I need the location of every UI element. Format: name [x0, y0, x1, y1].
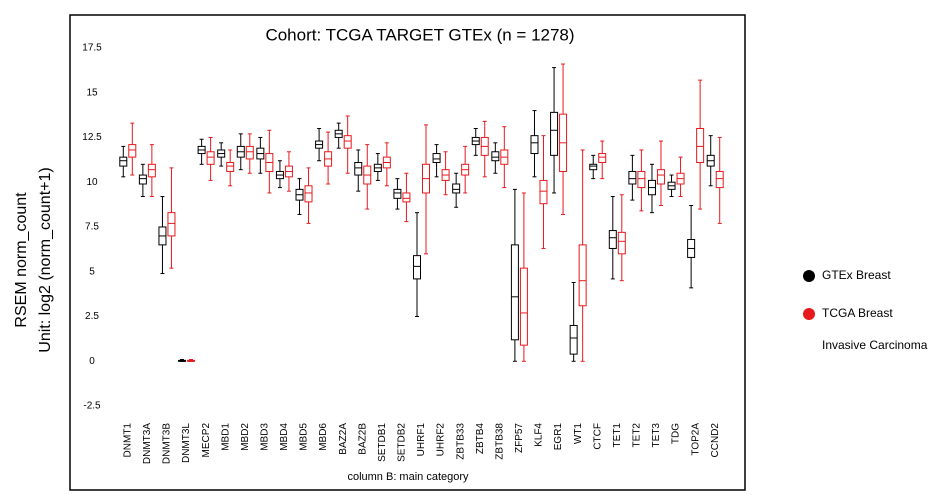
y-axis-label: Unit: log2 (norm_count+1) — [37, 167, 54, 352]
legend-swatch — [803, 308, 815, 320]
x-tick-label: BAZ2A — [338, 423, 349, 455]
legend-label: GTEx Breast — [822, 268, 891, 282]
y-tick-label: 2.5 — [85, 311, 99, 322]
x-tick-label: ZBTB33 — [455, 423, 466, 460]
box — [147, 163, 156, 178]
x-tick-label: BAZ2B — [357, 423, 368, 455]
box — [119, 156, 128, 167]
box — [354, 162, 363, 176]
box — [413, 255, 421, 280]
x-tick-label: MBD2 — [240, 423, 251, 451]
x-tick-label: WT1 — [573, 423, 584, 445]
box — [304, 185, 313, 203]
legend-swatch — [803, 270, 815, 282]
box — [452, 183, 461, 194]
x-tick-label: DNMT3L — [181, 423, 192, 463]
plot-frame — [69, 14, 746, 491]
box — [715, 170, 724, 189]
box — [530, 135, 539, 155]
box — [569, 324, 578, 355]
x-tick-label: ZBTB38 — [494, 423, 505, 460]
box — [589, 163, 598, 171]
box — [393, 188, 402, 199]
y-tick-label: 10 — [86, 177, 98, 188]
y-tick-label: 17.5 — [82, 43, 102, 54]
box — [578, 244, 587, 307]
x-tick-label: SETDB1 — [377, 423, 388, 462]
box — [637, 170, 646, 189]
box — [656, 169, 665, 185]
x-tick-label: DNMT3A — [142, 423, 153, 464]
x-tick-label: TET3 — [651, 423, 662, 448]
box — [432, 153, 441, 164]
y-tick-label: 12.5 — [82, 132, 102, 143]
x-tick-label: KLF4 — [534, 423, 545, 447]
box — [617, 231, 626, 255]
x-tick-label: CTCF — [592, 423, 603, 450]
x-tick-label: UHRF2 — [436, 423, 447, 457]
x-tick-label: ZBTB4 — [475, 423, 486, 455]
x-tick-label: MBD6 — [318, 423, 329, 451]
box — [343, 135, 352, 149]
x-tick-label: MECP2 — [201, 423, 212, 458]
chart-title: Cohort: TCGA TARGET GTEx (n = 1278) — [265, 25, 574, 44]
x-tick-label: DNMT1 — [122, 423, 133, 458]
x-tick-label: TDG — [671, 423, 682, 444]
box — [608, 230, 617, 249]
x-tick-label: SETDB2 — [397, 423, 408, 462]
box — [128, 144, 137, 158]
y-tick-label: -2.5 — [83, 401, 101, 412]
box — [598, 153, 607, 164]
box — [696, 127, 705, 164]
box — [510, 244, 519, 341]
box — [138, 174, 147, 185]
box — [226, 162, 235, 172]
box — [402, 192, 411, 203]
x-tick-label: MBD5 — [299, 423, 310, 451]
box — [628, 170, 637, 185]
x-tick-label: TOP2A — [690, 423, 701, 456]
x-tick-label: TET1 — [612, 423, 623, 448]
y-tick-label: 5 — [89, 266, 95, 277]
y-tick-label: 0 — [89, 356, 95, 367]
box — [550, 111, 559, 156]
legend-label: TCGA Breast Invasive Carcinoma — [822, 306, 928, 352]
x-tick-label: ZFP57 — [514, 423, 525, 453]
legend-item: GTEx Breast — [803, 268, 940, 291]
x-tick-label: MBD1 — [220, 423, 231, 451]
y-axis-label: RSEM norm_count — [13, 192, 30, 328]
x-axis-label: column B: main category — [347, 471, 469, 483]
y-tick-label: 15 — [86, 87, 98, 98]
legend-item: TCGA Breast Invasive Carcinoma — [803, 306, 940, 361]
x-tick-label: DNMT3B — [162, 423, 173, 464]
x-tick-label: MBD4 — [279, 423, 290, 451]
x-tick-label: EGR1 — [553, 423, 564, 451]
box — [519, 267, 528, 346]
x-tick-label: CCND2 — [710, 423, 721, 458]
y-tick-label: 7.5 — [85, 222, 99, 233]
x-tick-label: MBD3 — [259, 423, 270, 451]
x-tick-label: UHRF1 — [416, 423, 427, 457]
box — [491, 151, 500, 162]
box — [245, 145, 254, 160]
box — [539, 179, 548, 205]
box — [167, 212, 176, 237]
box — [206, 151, 215, 165]
x-tick-label: TET2 — [632, 423, 643, 448]
